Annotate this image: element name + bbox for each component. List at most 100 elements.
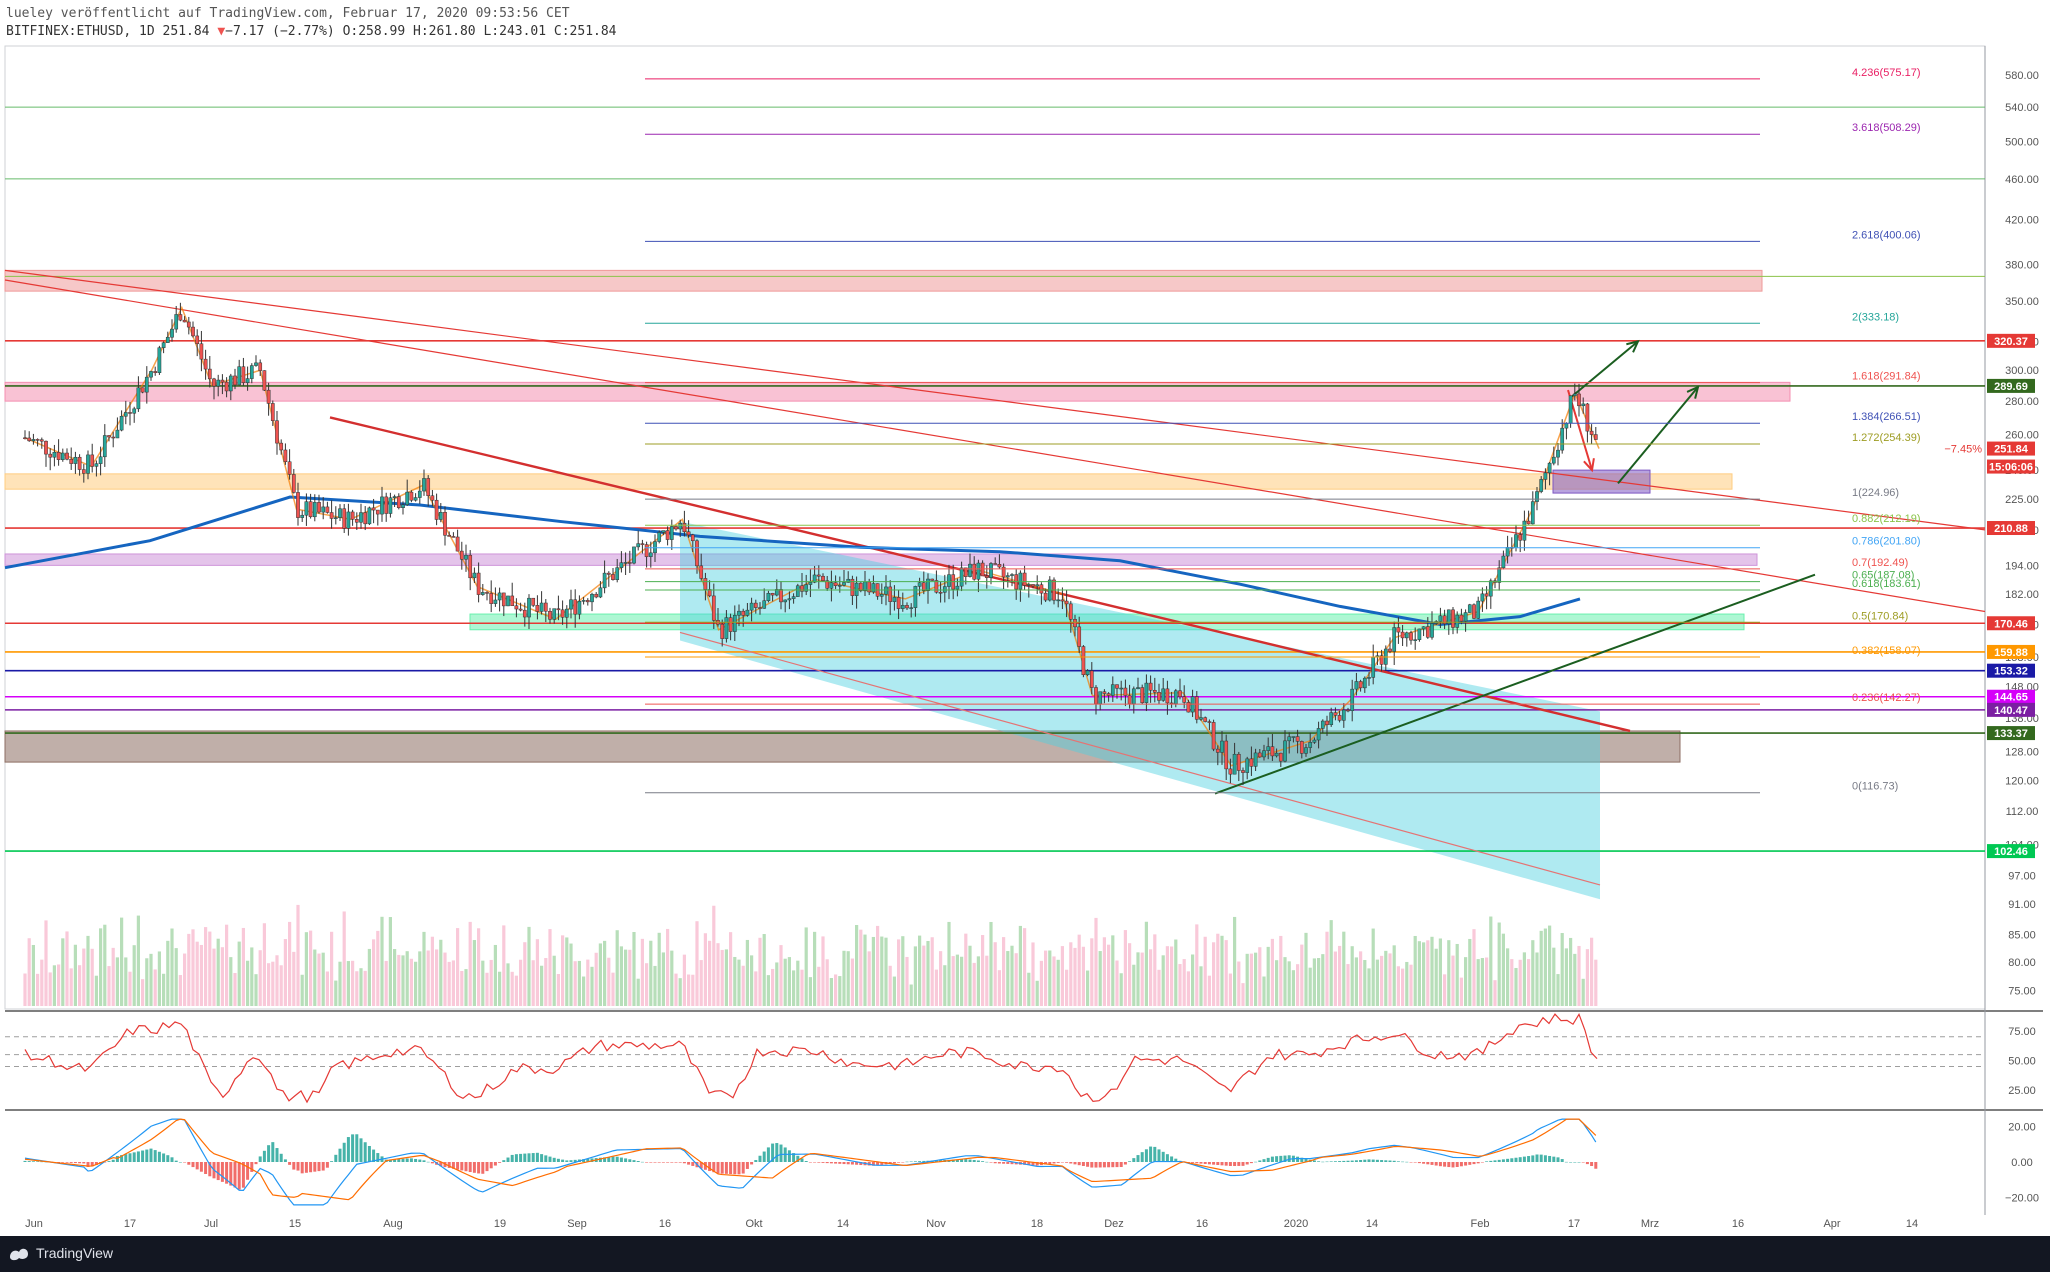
price-axis-tick: 260.00 [2005, 429, 2039, 441]
macd-histogram-bar [838, 1162, 842, 1164]
price-chart[interactable]: 4.236(575.17) 3.618(508.29) 2.618(400.06) 2… [0, 44, 2050, 1236]
macd-histogram-bar [1094, 1162, 1098, 1168]
candle [527, 597, 531, 618]
volume-bar [1304, 932, 1308, 1006]
macd-histogram-bar [162, 1153, 166, 1162]
candle [1581, 403, 1586, 407]
candle [468, 554, 473, 579]
volume-bar [787, 957, 791, 1006]
macd-histogram-bar [1170, 1156, 1174, 1162]
volume-bar [1346, 964, 1350, 1006]
time-axis-tick: 2020 [1284, 1218, 1308, 1230]
volume-bar [212, 948, 216, 1006]
triangle-down-icon: ▼ [217, 24, 226, 39]
macd-histogram-bar [1123, 1162, 1127, 1165]
trend-line [679, 631, 1601, 886]
volume-bar [1039, 960, 1043, 1006]
time-axis-tick: Jun [25, 1218, 43, 1230]
volume-bar [1107, 944, 1111, 1006]
candle [1480, 593, 1485, 602]
candle [1144, 682, 1149, 703]
volume-bar [1199, 966, 1203, 1006]
candle [774, 589, 779, 596]
candle [762, 600, 767, 609]
volume-bar [1472, 929, 1476, 1006]
volume-bar [1422, 942, 1426, 1006]
macd-histogram-bar [1539, 1154, 1543, 1162]
candle [997, 564, 1002, 568]
time-axis-tick: Jul [204, 1218, 218, 1230]
candle [1421, 626, 1426, 630]
candle [766, 592, 771, 601]
candle [270, 403, 275, 421]
volume-bar [1249, 953, 1253, 1006]
macd-histogram-bar [1329, 1161, 1333, 1162]
candle [1262, 750, 1266, 758]
volume-bar [913, 946, 917, 1006]
macd-histogram-bar [191, 1162, 195, 1168]
volume-bar [712, 905, 716, 1006]
macd-histogram-bar [619, 1157, 623, 1162]
macd-histogram-bar [1035, 1162, 1039, 1166]
volume-bar [166, 940, 170, 1006]
macd-histogram-bar [90, 1162, 94, 1167]
price-change: −7.17 (−2.77%) [225, 24, 335, 39]
candle [136, 387, 141, 410]
candle [1295, 736, 1300, 742]
volume-bar [1010, 945, 1014, 1006]
macd-histogram-bar [901, 1162, 905, 1163]
volume-bar [136, 915, 140, 1006]
candle [1446, 609, 1451, 625]
volume-bar [922, 945, 926, 1006]
volume-bar [964, 933, 968, 1006]
volume-bar [813, 931, 817, 1006]
macd-histogram-bar [430, 1162, 434, 1164]
macd-histogram-bar [376, 1153, 380, 1162]
volume-bar [569, 943, 573, 1006]
candle [963, 567, 968, 577]
volume-bar [1350, 946, 1354, 1006]
volume-bar [359, 968, 363, 1006]
macd-histogram-bar [1060, 1162, 1064, 1163]
candle [1354, 681, 1359, 690]
candle [577, 600, 582, 615]
macd-histogram-bar [825, 1162, 829, 1164]
candle [1530, 501, 1535, 525]
macd-histogram-bar [724, 1162, 728, 1174]
macd-histogram-bar [1136, 1155, 1140, 1162]
volume-bar [733, 956, 737, 1006]
volume-bar [1258, 947, 1262, 1006]
macd-histogram-bar [1350, 1160, 1354, 1162]
volume-bar [1212, 942, 1216, 1006]
macd-histogram-bar [771, 1143, 775, 1162]
candle [1098, 691, 1103, 705]
price-axis-tick: 350.00 [2005, 296, 2039, 308]
macd-histogram-bar [1144, 1149, 1148, 1162]
volume-bar [1413, 935, 1417, 1006]
candle [905, 605, 909, 609]
fib-level-label: 0.236(142.27) [1852, 692, 1921, 704]
trend-line [1214, 573, 1816, 795]
volume-bar [1594, 959, 1598, 1006]
candle [1148, 682, 1153, 691]
candle [308, 501, 313, 518]
macd-histogram-bar [687, 1162, 691, 1165]
volume-bar [241, 927, 245, 1006]
candle [1232, 753, 1237, 775]
volume-bar [1476, 959, 1480, 1006]
volume-bar [972, 962, 976, 1006]
macd-histogram-bar [804, 1161, 808, 1162]
macd-histogram-bar [351, 1134, 355, 1162]
candle [65, 452, 69, 460]
macd-histogram-bar [569, 1160, 573, 1162]
macd-histogram-bar [241, 1162, 245, 1188]
macd-histogram-bar [1207, 1162, 1211, 1165]
candle [1564, 422, 1569, 429]
candle [972, 563, 977, 580]
macd-histogram-bar [1325, 1161, 1329, 1163]
volume-bar [682, 954, 686, 1006]
candle [132, 408, 137, 414]
volume-bar [624, 949, 628, 1006]
macd-histogram-bar [787, 1150, 791, 1162]
macd-histogram-bar [107, 1161, 111, 1162]
